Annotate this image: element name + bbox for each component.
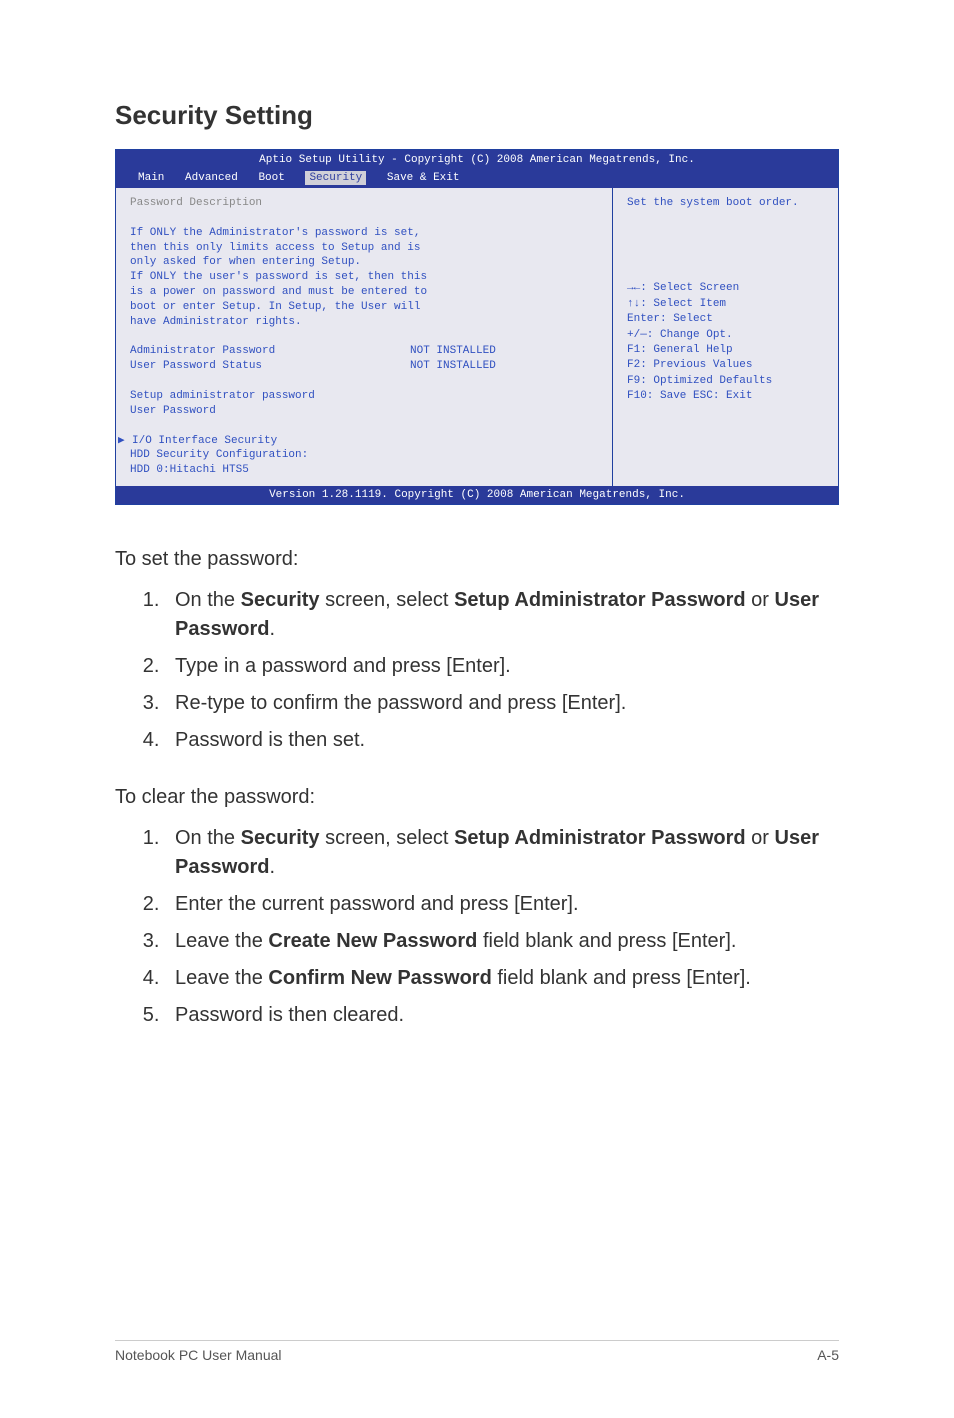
text: or <box>746 589 775 611</box>
bios-hdd0: HDD 0:Hitachi HTS5 <box>130 463 598 478</box>
list-item: On the Security screen, select Setup Adm… <box>165 824 839 882</box>
bios-key-hint: F9: Optimized Defaults <box>627 374 772 389</box>
bios-key-hint: F10: Save ESC: Exit <box>627 389 752 404</box>
bios-desc-line: is a power on password and must be enter… <box>130 285 598 300</box>
section-heading: Security Setting <box>115 100 839 131</box>
text: On the <box>175 589 241 611</box>
footer-page-number: A-5 <box>817 1347 839 1363</box>
list-item: Password is then set. <box>165 726 839 755</box>
bios-key-hint: Enter: Select <box>627 312 713 327</box>
footer-manual-title: Notebook PC User Manual <box>115 1347 282 1363</box>
clear-password-steps: On the Security screen, select Setup Adm… <box>115 824 839 1030</box>
page-footer: Notebook PC User Manual A-5 <box>115 1340 839 1363</box>
text: Leave the <box>175 967 268 989</box>
bios-title-bar: Aptio Setup Utility - Copyright (C) 2008… <box>116 150 838 170</box>
bold-text: Setup Administrator Password <box>454 827 746 849</box>
bios-key-hint: F2: Previous Values <box>627 358 752 373</box>
list-item: Re-type to confirm the password and pres… <box>165 689 839 718</box>
bios-desc-line: If ONLY the Administrator's password is … <box>130 226 598 241</box>
triangle-right-icon: ▶ <box>118 434 132 449</box>
bios-user-pw-status-value: NOT INSTALLED <box>410 359 496 374</box>
bios-screenshot: Aptio Setup Utility - Copyright (C) 2008… <box>115 149 839 505</box>
bios-menu-boot: Boot <box>258 172 284 184</box>
bios-admin-pw-label: Administrator Password <box>130 344 410 359</box>
list-item: Enter the current password and press [En… <box>165 890 839 919</box>
bios-help-text: Set the system boot order. <box>627 196 824 211</box>
bios-key-hint: F1: General Help <box>627 343 733 358</box>
bios-desc-line: only asked for when entering Setup. <box>130 255 598 270</box>
bios-desc-line: boot or enter Setup. In Setup, the User … <box>130 300 598 315</box>
bold-text: Create New Password <box>268 930 477 952</box>
text: screen, select <box>320 589 455 611</box>
bios-io-interface-security: I/O Interface Security <box>132 435 277 447</box>
bios-key-hint: →←: Select Screen <box>627 281 739 296</box>
list-item: Type in a password and press [Enter]. <box>165 652 839 681</box>
bios-menu-bar: Main Advanced Boot Security Save & Exit <box>116 170 838 188</box>
bold-text: Confirm New Password <box>268 967 491 989</box>
text: screen, select <box>320 827 455 849</box>
text: Leave the <box>175 930 268 952</box>
bios-desc-line: If ONLY the user's password is set, then… <box>130 270 598 285</box>
bios-key-hint: +/—: Change Opt. <box>627 328 733 343</box>
bios-desc-line: have Administrator rights. <box>130 315 598 330</box>
clear-password-intro: To clear the password: <box>115 783 839 812</box>
bios-user-pw-status-label: User Password Status <box>130 359 410 374</box>
set-password-steps: On the Security screen, select Setup Adm… <box>115 586 839 755</box>
bios-setup-admin-pw: Setup administrator password <box>130 389 598 404</box>
bios-pwd-desc-title: Password Description <box>130 196 598 211</box>
bios-body: Password Description If ONLY the Adminis… <box>116 188 838 486</box>
text: On the <box>175 827 241 849</box>
list-item: Leave the Create New Password field blan… <box>165 927 839 956</box>
list-item: Password is then cleared. <box>165 1001 839 1030</box>
bold-text: Setup Administrator Password <box>454 589 746 611</box>
list-item: Leave the Confirm New Password field bla… <box>165 964 839 993</box>
bios-user-pw: User Password <box>130 404 598 419</box>
bios-menu-security: Security <box>305 171 366 185</box>
bios-menu-advanced: Advanced <box>185 172 238 184</box>
bios-right-pane: Set the system boot order. →←: Select Sc… <box>613 188 838 486</box>
bios-footer-bar: Version 1.28.1119. Copyright (C) 2008 Am… <box>116 486 838 504</box>
text: field blank and press [Enter]. <box>477 930 736 952</box>
bios-menu-main: Main <box>138 172 164 184</box>
text: or <box>746 827 775 849</box>
set-password-intro: To set the password: <box>115 545 839 574</box>
list-item: On the Security screen, select Setup Adm… <box>165 586 839 644</box>
bold-text: Security <box>241 589 320 611</box>
text: . <box>269 856 275 878</box>
bios-hdd-config: HDD Security Configuration: <box>130 448 598 463</box>
bios-left-pane: Password Description If ONLY the Adminis… <box>116 188 613 486</box>
text: field blank and press [Enter]. <box>492 967 751 989</box>
text: . <box>269 618 275 640</box>
bios-admin-pw-value: NOT INSTALLED <box>410 344 496 359</box>
bios-desc-line: then this only limits access to Setup an… <box>130 241 598 256</box>
bios-menu-save: Save & Exit <box>387 172 460 184</box>
bold-text: Security <box>241 827 320 849</box>
bios-key-hint: ↑↓: Select Item <box>627 297 726 312</box>
